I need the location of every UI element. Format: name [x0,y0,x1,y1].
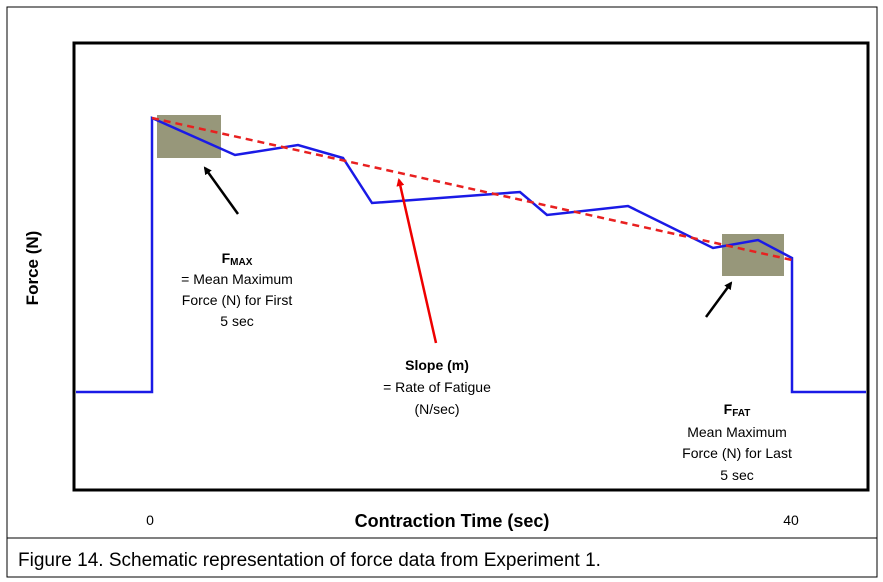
ffat-symbol: F [724,401,733,417]
ffat-text: Force (N) for Last [682,445,792,461]
ffat-text: 5 sec [720,467,753,483]
y-axis-label: Force (N) [23,231,42,306]
slope-line [151,116,793,262]
force-curve [76,116,866,394]
fmax-text: 5 sec [220,313,253,329]
slope-arrow [396,178,438,344]
ffat-arrow [704,281,733,318]
ffat-subscript: FAT [732,408,750,419]
ffat-text: Mean Maximum [687,424,787,440]
caption: Figure 14. Schematic representation of f… [18,550,601,571]
fmax-label: FMAX [222,250,253,268]
fmax-text: = Mean Maximum [181,271,293,287]
fmax-text: Force (N) for First [182,292,293,308]
figure-frame [6,6,878,578]
ffat-label: FFAT [724,401,751,419]
slope-text: (N/sec) [414,401,459,417]
slope-title: Slope (m) [405,357,469,373]
fmax-arrow [203,166,240,215]
x-tick-label: 40 [783,512,799,528]
x-tick-label: 0 [146,512,154,528]
x-axis-label: Contraction Time (sec) [355,511,550,531]
slope-text: = Rate of Fatigue [383,379,491,395]
fmax-subscript: MAX [230,257,253,268]
fmax-symbol: F [222,250,231,266]
